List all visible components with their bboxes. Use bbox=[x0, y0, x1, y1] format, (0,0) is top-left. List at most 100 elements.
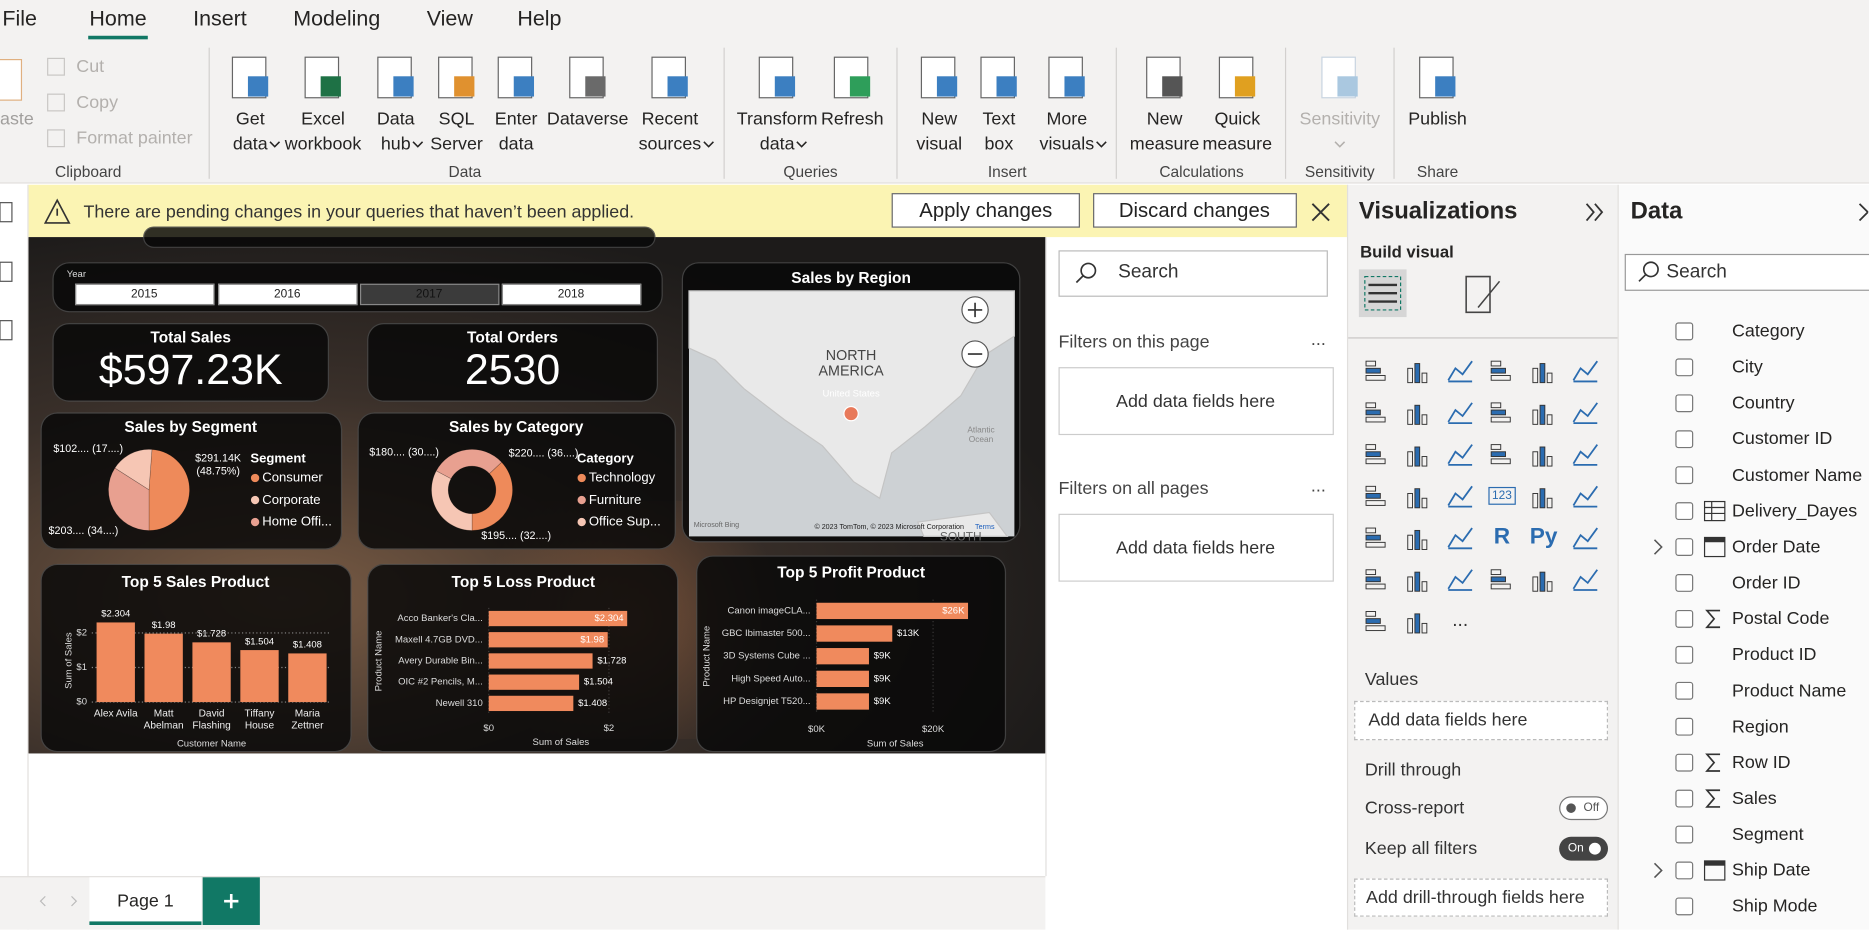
button-label[interactable]: data bbox=[232, 134, 268, 155]
field-name[interactable]: Row ID bbox=[1731, 752, 1791, 773]
button-label[interactable]: measure bbox=[1202, 134, 1273, 155]
visual-type-icon[interactable]: Py bbox=[1529, 524, 1558, 550]
button-label[interactable]: hub bbox=[380, 134, 411, 155]
button-label[interactable]: sources bbox=[638, 134, 702, 155]
search-icon bbox=[1638, 273, 1647, 282]
discard-button[interactable] bbox=[1093, 193, 1297, 228]
field-name[interactable]: Order Date bbox=[1731, 536, 1821, 558]
x-tick-label: $20K bbox=[922, 724, 945, 735]
field-name[interactable]: Product Name bbox=[1731, 680, 1847, 701]
group-separator bbox=[723, 47, 725, 179]
toggle-on[interactable] bbox=[1559, 836, 1609, 861]
more-options[interactable]: ... bbox=[1310, 476, 1326, 497]
field-name[interactable]: Customer Name bbox=[1731, 464, 1863, 486]
button-label[interactable]: Excel bbox=[301, 109, 345, 130]
button-label[interactable]: Enter bbox=[494, 109, 538, 130]
slicer-option-label[interactable]: 2017 bbox=[415, 287, 443, 301]
group-separator bbox=[1115, 47, 1117, 179]
slicer-option[interactable] bbox=[501, 283, 642, 306]
button-label[interactable]: Server bbox=[430, 134, 483, 155]
slicer-option[interactable] bbox=[359, 283, 500, 306]
apply-label[interactable]: Apply changes bbox=[919, 199, 1053, 222]
discard-label[interactable]: Discard changes bbox=[1118, 199, 1270, 222]
map-terms[interactable]: Terms bbox=[975, 524, 995, 532]
group-separator bbox=[1284, 47, 1287, 179]
menu-item[interactable]: View bbox=[426, 6, 473, 31]
field-name[interactable]: Delivery_Dayes bbox=[1731, 500, 1858, 522]
menu-item[interactable]: Home bbox=[89, 6, 147, 31]
button-label[interactable]: Refresh bbox=[820, 109, 884, 130]
page-tab[interactable] bbox=[89, 877, 202, 925]
filter-drop-well[interactable] bbox=[1058, 513, 1334, 582]
clipboard-item[interactable]: Cut bbox=[76, 56, 105, 77]
button-label[interactable]: Get bbox=[235, 109, 265, 130]
field-checkbox bbox=[1675, 681, 1694, 700]
slicer-option[interactable] bbox=[218, 283, 358, 306]
field-name[interactable]: Segment bbox=[1731, 824, 1804, 845]
drill-well[interactable] bbox=[1354, 878, 1609, 917]
field-name[interactable]: Category bbox=[1731, 321, 1805, 342]
button-label[interactable]: SQL bbox=[438, 109, 475, 130]
kpi-card bbox=[52, 323, 329, 402]
visual-type-icon bbox=[1407, 534, 1413, 550]
menu-item[interactable]: File bbox=[2, 6, 37, 31]
visual-type-icon[interactable]: 123 bbox=[1488, 486, 1516, 505]
field-name[interactable]: Customer ID bbox=[1731, 429, 1833, 450]
button-label[interactable]: Quick bbox=[1214, 109, 1261, 130]
menu-item[interactable]: Help bbox=[517, 6, 562, 31]
field-name[interactable]: City bbox=[1731, 357, 1763, 378]
field-name[interactable]: Postal Code bbox=[1731, 608, 1830, 630]
slicer-option-label[interactable]: 2015 bbox=[130, 287, 158, 301]
button-label[interactable]: data bbox=[498, 134, 534, 155]
visual-type-icon[interactable]: ... bbox=[1452, 610, 1469, 631]
button-label[interactable]: measure bbox=[1129, 134, 1200, 155]
field-name[interactable]: Ship Date bbox=[1731, 860, 1811, 881]
data-search[interactable] bbox=[1624, 253, 1869, 291]
menu-item[interactable]: Modeling bbox=[293, 6, 381, 31]
filter-drop-well[interactable] bbox=[1058, 367, 1334, 436]
button-label[interactable]: New bbox=[1146, 109, 1183, 130]
visual-type-icon bbox=[1365, 409, 1381, 416]
button-label[interactable]: Publish bbox=[1408, 109, 1467, 130]
button-label[interactable]: Text bbox=[982, 109, 1016, 130]
field-checkbox bbox=[1675, 645, 1694, 664]
field-name[interactable]: Sales bbox=[1731, 788, 1777, 809]
field-name[interactable]: Country bbox=[1731, 393, 1795, 414]
button-label[interactable]: workbook bbox=[284, 134, 362, 155]
y-tick-label: Canon imageCLA... bbox=[728, 605, 811, 616]
values-well[interactable] bbox=[1354, 700, 1609, 741]
field-name[interactable]: Region bbox=[1731, 716, 1789, 737]
button-label[interactable]: More bbox=[1046, 109, 1088, 130]
visual-type-icon bbox=[1407, 451, 1413, 467]
button-label[interactable]: Dataverse bbox=[546, 109, 629, 130]
field-name[interactable]: Ship Mode bbox=[1731, 896, 1818, 917]
button-label[interactable]: Sensitivity bbox=[1299, 109, 1381, 130]
slicer-option-label[interactable]: 2018 bbox=[557, 287, 585, 301]
more-options[interactable]: ... bbox=[1310, 329, 1326, 350]
page-tab-label[interactable]: Page 1 bbox=[117, 891, 174, 912]
visual-type-icon bbox=[1407, 576, 1413, 592]
button-label[interactable]: box bbox=[984, 134, 1014, 155]
section-title: Drill through bbox=[1364, 759, 1462, 781]
field-name[interactable]: Order ID bbox=[1731, 572, 1801, 594]
visual-type-icon[interactable]: R bbox=[1493, 524, 1511, 550]
button-label[interactable]: visuals bbox=[1039, 134, 1095, 155]
button-label[interactable]: Recent bbox=[641, 109, 699, 130]
button-label[interactable]: Data bbox=[376, 109, 415, 130]
toggle-off[interactable] bbox=[1559, 796, 1609, 821]
slicer-option-label[interactable]: 2016 bbox=[274, 287, 301, 301]
field-name[interactable]: Product ID bbox=[1731, 644, 1817, 665]
visual-type-icon bbox=[1572, 402, 1599, 425]
filter-search[interactable] bbox=[1058, 250, 1328, 297]
button-label[interactable]: Transform bbox=[736, 109, 818, 130]
clipboard-item[interactable]: Copy bbox=[76, 92, 119, 113]
apply-button[interactable] bbox=[891, 193, 1080, 228]
slicer-option[interactable] bbox=[75, 283, 215, 306]
button-label[interactable]: data bbox=[759, 134, 795, 155]
menu-item[interactable]: Insert bbox=[193, 6, 247, 31]
clipboard-item[interactable]: Format painter bbox=[76, 128, 193, 149]
button-label[interactable]: New bbox=[921, 109, 958, 130]
visual-type-icon bbox=[1421, 372, 1428, 384]
button-label[interactable]: visual bbox=[916, 134, 963, 155]
group-label: Calculations bbox=[1159, 162, 1244, 181]
